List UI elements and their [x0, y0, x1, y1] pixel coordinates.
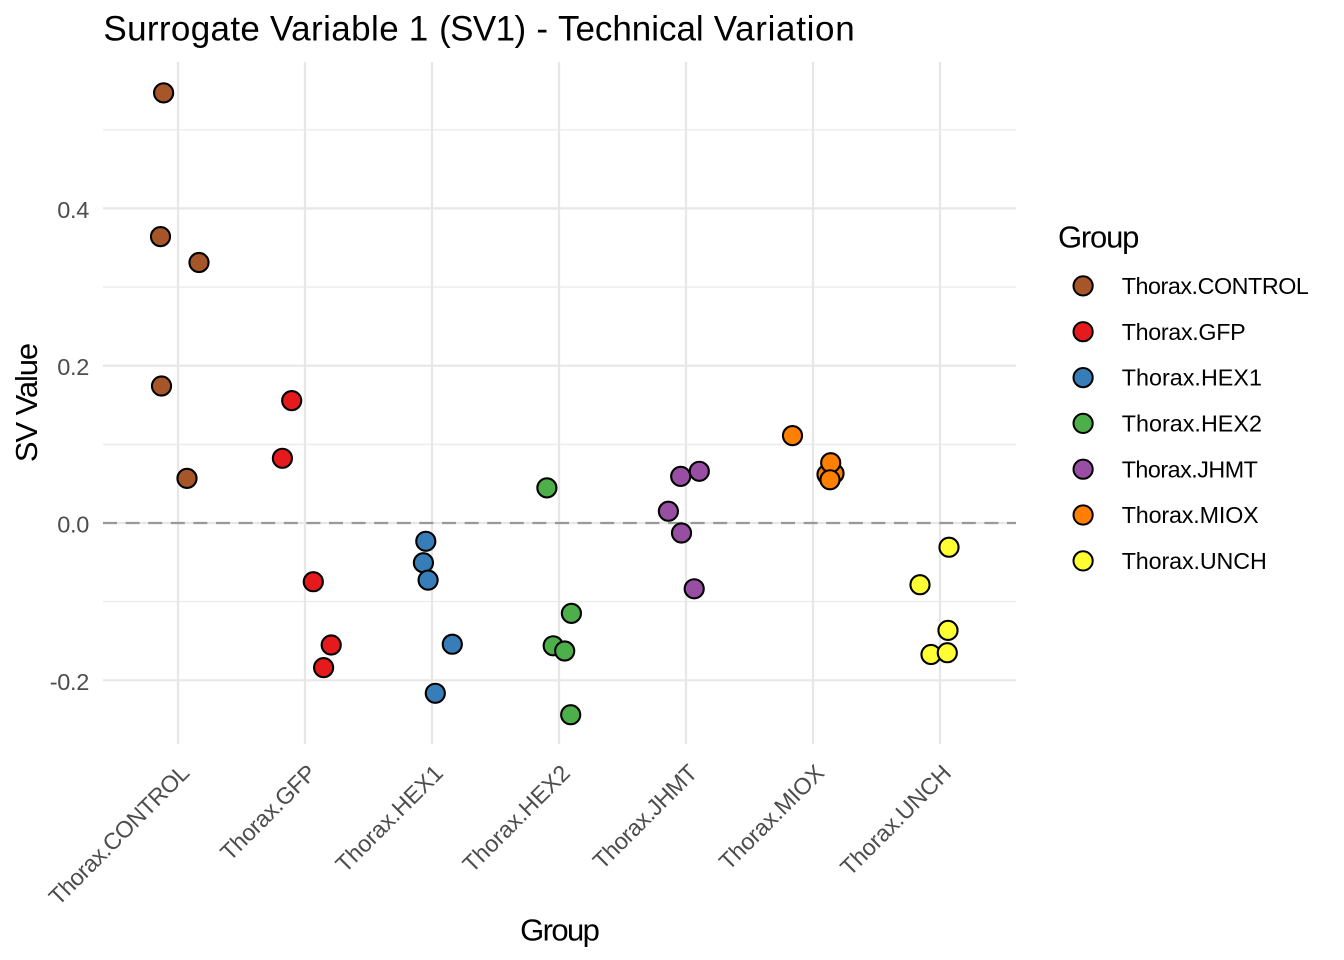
svg-text:(SV1): (SV1): [439, 10, 526, 49]
svg-text:Group: Group: [1058, 219, 1138, 254]
svg-text:Thorax.UNCH: Thorax.UNCH: [1122, 548, 1267, 574]
svg-text:0.0: 0.0: [57, 512, 89, 538]
svg-text:Thorax.MIOX: Thorax.MIOX: [1122, 502, 1259, 528]
svg-text:-: -: [536, 10, 548, 49]
svg-text:Variable: Variable: [270, 10, 399, 49]
svg-text:-0.2: -0.2: [50, 669, 89, 695]
svg-text:1: 1: [409, 10, 428, 49]
svg-text:Surrogate: Surrogate: [103, 10, 260, 49]
svg-text:Group: Group: [520, 913, 599, 948]
svg-text:Thorax.GFP: Thorax.GFP: [1122, 319, 1246, 345]
svg-text:Thorax.HEX1: Thorax.HEX1: [1122, 365, 1262, 391]
svg-text:Thorax.JHMT: Thorax.JHMT: [1122, 456, 1258, 482]
svg-text:0.2: 0.2: [57, 354, 89, 380]
svg-text:Thorax.HEX2: Thorax.HEX2: [1122, 411, 1262, 437]
svg-text:Technical: Technical: [558, 10, 704, 49]
svg-text:SV Value: SV Value: [9, 344, 44, 462]
svg-text:Thorax.CONTROL: Thorax.CONTROL: [1122, 273, 1309, 299]
svg-text:0.4: 0.4: [57, 197, 89, 223]
svg-text:Variation: Variation: [714, 10, 856, 49]
